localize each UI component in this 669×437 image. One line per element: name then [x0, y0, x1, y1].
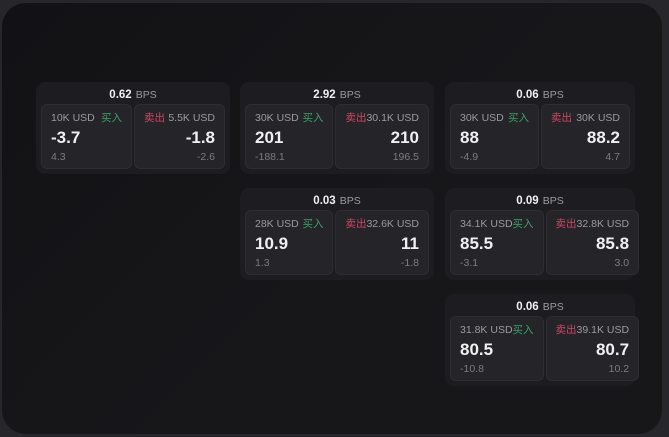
- buy-delta: -188.1: [255, 151, 285, 163]
- buy-amount: 30K USD: [255, 112, 299, 124]
- sell-amount: 32.8K USD: [576, 218, 630, 230]
- sell-delta: -1.8: [400, 257, 419, 269]
- card-header: 0.09 BPS: [445, 188, 635, 210]
- bps-unit-label: BPS: [135, 89, 157, 101]
- quote-card: 0.09 BPS 34.1K USD 买入 85.5 -3.1 卖出 32.8K …: [445, 188, 640, 280]
- panels-row: 28K USD 买入 10.9 1.3 卖出 32.6K USD 11 -1.8: [240, 210, 434, 275]
- sell-price: 88.2: [586, 128, 620, 147]
- bps-unit-label: BPS: [542, 195, 564, 207]
- sell-amount: 30K USD: [576, 112, 620, 124]
- buy-delta: 1.3: [255, 257, 270, 269]
- panels-row: 34.1K USD 买入 85.5 -3.1 卖出 32.8K USD 85.8…: [445, 210, 640, 275]
- panels-row: 31.8K USD 买入 80.5 -10.8 卖出 39.1K USD 80.…: [445, 316, 640, 381]
- sell-price: 210: [390, 128, 419, 147]
- sell-price: -1.8: [185, 128, 215, 147]
- bps-unit-label: BPS: [339, 89, 361, 101]
- quote-card: 0.06 BPS 30K USD 买入 88 -4.9 卖出 30K USD: [445, 82, 635, 174]
- sell-side-label: 卖出: [555, 218, 577, 230]
- card-header: 0.06 BPS: [445, 82, 635, 104]
- bps-unit-label: BPS: [542, 301, 564, 313]
- sell-amount: 39.1K USD: [576, 324, 630, 336]
- sell-panel[interactable]: 卖出 30.1K USD 210 196.5: [335, 104, 429, 169]
- buy-delta: -3.1: [460, 257, 479, 269]
- buy-price: 201: [255, 128, 284, 147]
- card-header: 0.62 BPS: [36, 82, 230, 104]
- buy-price: 88: [460, 128, 479, 147]
- buy-price: -3.7: [51, 128, 81, 147]
- sell-side-label: 卖出: [551, 112, 572, 124]
- card-header: 0.06 BPS: [445, 294, 635, 316]
- sell-amount: 5.5K USD: [168, 112, 215, 124]
- sell-side-label: 卖出: [345, 218, 367, 230]
- sell-amount: 32.6K USD: [366, 218, 419, 230]
- buy-side-label: 买入: [512, 218, 534, 230]
- buy-panel[interactable]: 28K USD 买入 10.9 1.3: [245, 210, 334, 275]
- buy-amount: 28K USD: [255, 218, 299, 230]
- sell-price: 85.8: [595, 234, 630, 253]
- sell-side-label: 卖出: [555, 324, 577, 336]
- buy-side-label: 买入: [101, 112, 122, 124]
- buy-side-label: 买入: [512, 324, 534, 336]
- bps-value: 0.62: [109, 89, 132, 101]
- quote-card: 0.62 BPS 10K USD 买入 -3.7 4.3 卖出 5.5K USD: [36, 82, 230, 174]
- panels-row: 10K USD 买入 -3.7 4.3 卖出 5.5K USD -1.8 -2.…: [36, 104, 230, 169]
- sell-panel[interactable]: 卖出 32.6K USD 11 -1.8: [335, 210, 429, 275]
- buy-panel[interactable]: 30K USD 买入 201 -188.1: [245, 104, 334, 169]
- sell-delta: 196.5: [392, 151, 419, 163]
- buy-delta: 4.3: [51, 151, 66, 163]
- sell-side-label: 卖出: [144, 112, 165, 124]
- bps-unit-label: BPS: [339, 195, 361, 207]
- bps-value: 0.06: [516, 301, 539, 313]
- sell-panel[interactable]: 卖出 5.5K USD -1.8 -2.6: [134, 104, 225, 169]
- buy-panel[interactable]: 10K USD 买入 -3.7 4.3: [41, 104, 132, 169]
- sell-delta: 3.0: [614, 257, 630, 269]
- buy-panel[interactable]: 31.8K USD 买入 80.5 -10.8: [450, 316, 544, 381]
- panels-row: 30K USD 买入 201 -188.1 卖出 30.1K USD 210 1…: [240, 104, 434, 169]
- sell-side-label: 卖出: [345, 112, 367, 124]
- quote-card: 0.03 BPS 28K USD 买入 10.9 1.3 卖出 32.6K USD: [240, 188, 434, 280]
- sell-amount: 30.1K USD: [366, 112, 419, 124]
- bps-value: 0.06: [516, 89, 539, 101]
- buy-panel[interactable]: 30K USD 买入 88 -4.9: [450, 104, 539, 169]
- buy-price: 80.5: [460, 340, 494, 359]
- bps-value: 0.03: [313, 195, 336, 207]
- buy-delta: -4.9: [460, 151, 479, 163]
- buy-side-label: 买入: [302, 112, 324, 124]
- sell-delta: -2.6: [196, 151, 215, 163]
- sell-delta: 10.2: [608, 363, 630, 375]
- sell-delta: 4.7: [605, 151, 620, 163]
- panels-row: 30K USD 买入 88 -4.9 卖出 30K USD 88.2 4.7: [445, 104, 635, 169]
- app-window: 0.62 BPS 10K USD 买入 -3.7 4.3 卖出 5.5K USD: [2, 3, 662, 434]
- sell-panel[interactable]: 卖出 30K USD 88.2 4.7: [541, 104, 630, 169]
- buy-amount: 30K USD: [460, 112, 504, 124]
- card-header: 2.92 BPS: [240, 82, 434, 104]
- buy-side-label: 买入: [302, 218, 324, 230]
- buy-panel[interactable]: 34.1K USD 买入 85.5 -3.1: [450, 210, 544, 275]
- buy-price: 10.9: [255, 234, 289, 253]
- bps-unit-label: BPS: [542, 89, 564, 101]
- card-header: 0.03 BPS: [240, 188, 434, 210]
- buy-delta: -10.8: [460, 363, 484, 375]
- sell-panel[interactable]: 卖出 32.8K USD 85.8 3.0: [545, 210, 640, 275]
- buy-price: 85.5: [460, 234, 494, 253]
- bps-value: 2.92: [313, 89, 336, 101]
- buy-side-label: 买入: [508, 112, 529, 124]
- sell-price: 11: [401, 234, 419, 253]
- buy-amount: 34.1K USD: [460, 218, 513, 230]
- sell-price: 80.7: [595, 340, 630, 359]
- bps-value: 0.09: [516, 195, 539, 207]
- buy-amount: 10K USD: [51, 112, 95, 124]
- quote-card: 2.92 BPS 30K USD 买入 201 -188.1 卖出 30.1K U…: [240, 82, 434, 174]
- buy-amount: 31.8K USD: [460, 324, 513, 336]
- quote-card: 0.06 BPS 31.8K USD 买入 80.5 -10.8 卖出 39.1K…: [445, 294, 640, 386]
- sell-panel[interactable]: 卖出 39.1K USD 80.7 10.2: [545, 316, 640, 381]
